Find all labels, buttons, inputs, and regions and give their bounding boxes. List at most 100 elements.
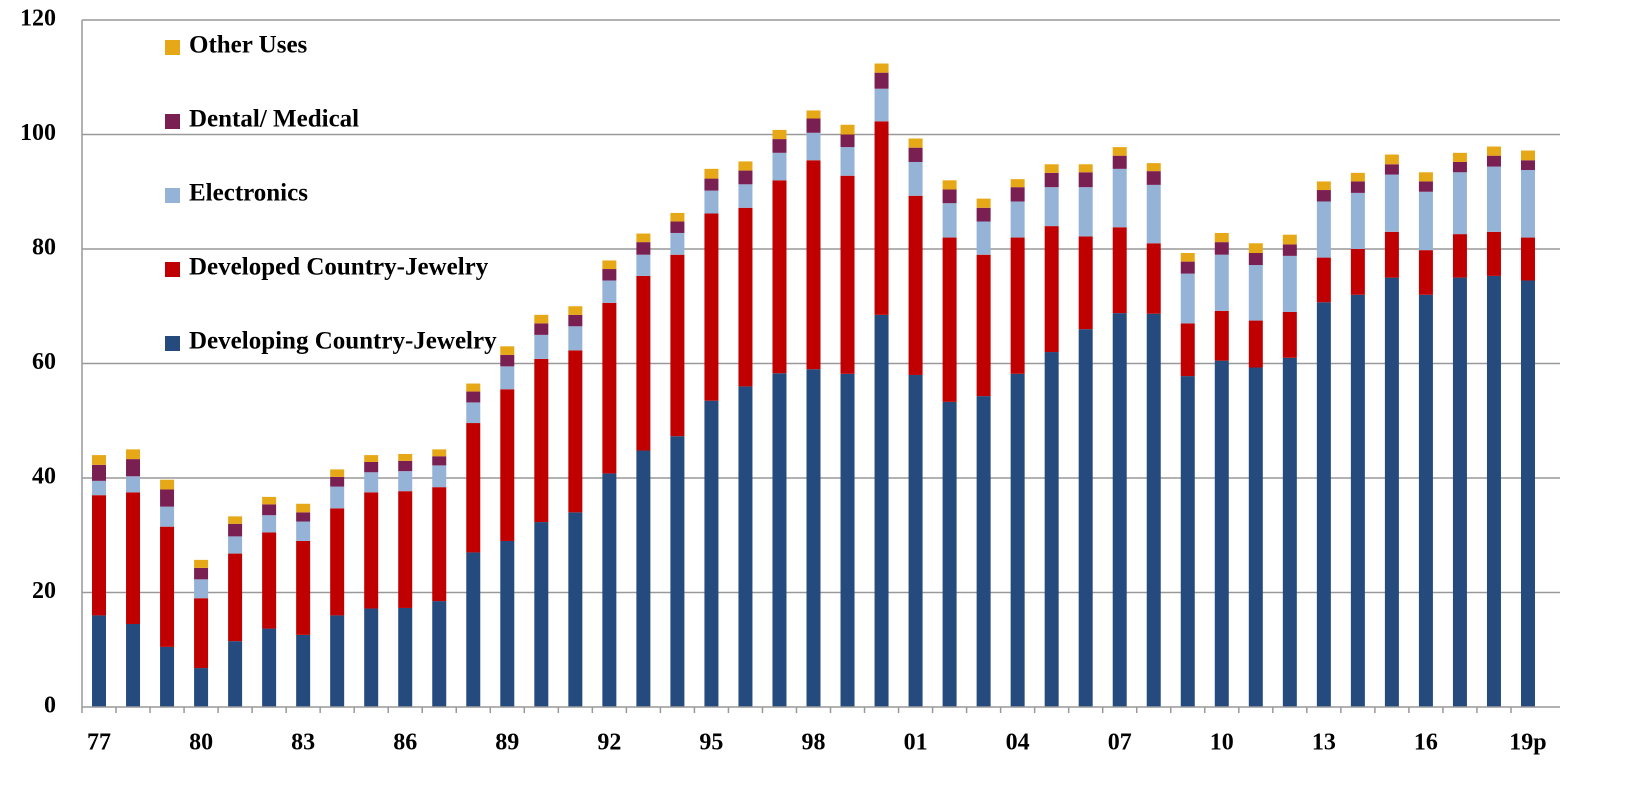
bar-segment	[568, 306, 583, 315]
x-tick-label: 89	[495, 730, 519, 756]
bar-segment	[1452, 152, 1467, 162]
x-tick-label: 86	[393, 730, 417, 756]
x-tick-label: 80	[189, 730, 213, 756]
bar-segment	[1146, 313, 1161, 707]
bar-segment	[500, 354, 515, 367]
bar-segment	[636, 233, 651, 243]
legend-swatch	[165, 336, 180, 351]
bar-segment	[568, 326, 583, 351]
bar-segment	[126, 492, 141, 624]
bar-segment	[466, 423, 481, 553]
y-tick-label: 100	[20, 120, 56, 146]
bar-segment	[194, 579, 209, 599]
bar-segment	[194, 567, 209, 580]
bar-segment	[1384, 164, 1399, 175]
bar-segment	[908, 195, 923, 375]
bar-segment	[262, 515, 277, 533]
legend-swatch	[165, 114, 180, 129]
bar-segment	[1316, 302, 1331, 707]
bar-segment	[296, 540, 311, 635]
bar-segment	[194, 598, 209, 669]
bar-segment	[976, 396, 991, 707]
bar-segment	[1010, 179, 1025, 188]
bar-segment	[1044, 187, 1059, 227]
bar-segment	[432, 456, 447, 466]
bar-segment	[602, 302, 617, 474]
bar-segment	[262, 628, 277, 707]
bar-segment	[126, 459, 141, 477]
x-tick-label: 83	[291, 730, 315, 756]
bar-segment	[1044, 226, 1059, 353]
bar-segment	[398, 453, 413, 461]
bar-segment	[330, 476, 345, 487]
bar-segment	[1010, 237, 1025, 374]
bar-segment	[670, 212, 685, 222]
bar-segment	[1452, 161, 1467, 173]
bar-segment	[874, 121, 889, 315]
bar-segment	[398, 607, 413, 707]
bar-segment	[908, 147, 923, 162]
legend-label: Developed Country-Jewelry	[189, 254, 489, 281]
bar-segment	[500, 540, 515, 707]
x-tick-label: 98	[802, 730, 826, 756]
y-tick-label: 20	[32, 578, 56, 604]
x-tick-label: 13	[1312, 730, 1336, 756]
bar-segment	[1316, 201, 1331, 258]
legend-label: Electronics	[189, 180, 308, 207]
bar-segment	[1282, 357, 1297, 707]
bar-segment	[1112, 147, 1127, 156]
bar-segment	[1418, 294, 1433, 707]
bar-segment	[772, 129, 787, 140]
bar-segment	[1112, 313, 1127, 707]
bar-segment	[398, 471, 413, 492]
bar-segment	[1180, 261, 1195, 274]
legend-label: Other Uses	[189, 32, 308, 59]
bar-segment	[636, 242, 651, 255]
bar-segment	[398, 491, 413, 608]
bar-segment	[1520, 237, 1535, 281]
bar-segment	[466, 402, 481, 424]
bar-segment	[194, 668, 209, 707]
bar-segment	[1418, 181, 1433, 192]
bar-segment	[466, 552, 481, 707]
bar-segment	[942, 237, 957, 402]
bar-segment	[466, 391, 481, 403]
bar-segment	[1044, 352, 1059, 707]
bar-segment	[1248, 243, 1263, 254]
bar-segment	[1282, 234, 1297, 245]
bar-segment	[1486, 275, 1501, 707]
bar-segment	[1180, 376, 1195, 707]
bar-segment	[942, 203, 957, 238]
x-tick-label: 19p	[1509, 730, 1546, 756]
bar-segment	[1214, 360, 1229, 707]
bar-segment	[92, 615, 107, 707]
bar-segment	[262, 504, 277, 516]
bar-segment	[1180, 323, 1195, 377]
y-tick-label: 60	[32, 349, 56, 375]
bar-segment	[364, 492, 379, 609]
x-tick-label: 01	[904, 730, 928, 756]
bar-segment	[500, 346, 515, 355]
bar-segment	[364, 461, 379, 473]
bar-segment	[908, 374, 923, 707]
bar-segment	[262, 532, 277, 629]
legend-label: Developing Country-Jewelry	[189, 328, 497, 355]
bar-segment	[126, 476, 141, 493]
bar-segment	[228, 536, 243, 554]
bar-segment	[1350, 249, 1365, 295]
bar-segment	[1418, 250, 1433, 295]
bar-segment	[602, 269, 617, 281]
bar-segment	[1520, 150, 1535, 161]
legend-label: Dental/ Medical	[189, 106, 359, 133]
bar-segment	[228, 641, 243, 707]
x-tick-label: 16	[1414, 730, 1438, 756]
bar-segment	[704, 190, 719, 214]
bar-segment	[1078, 164, 1093, 173]
bar-segment	[738, 170, 753, 185]
bar-segment	[1486, 231, 1501, 276]
bar-segment	[908, 161, 923, 196]
bar-segment	[92, 455, 107, 465]
bar-segment	[1316, 190, 1331, 202]
bar-segment	[1418, 191, 1433, 251]
bar-segment	[296, 634, 311, 707]
